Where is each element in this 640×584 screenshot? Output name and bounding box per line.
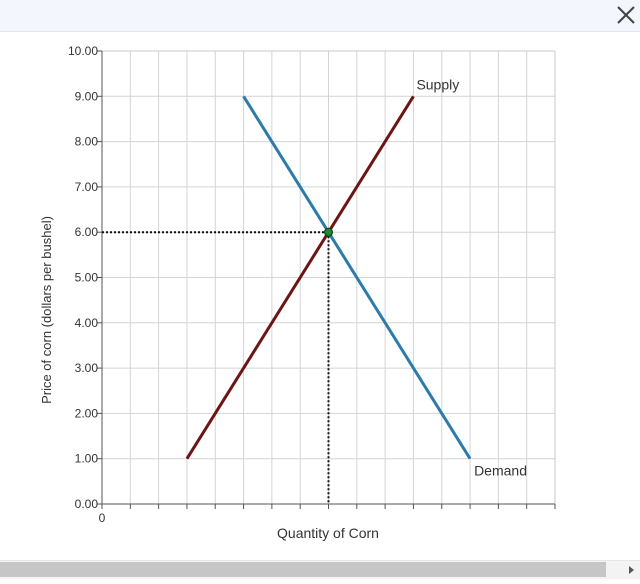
equilibrium-point (324, 227, 333, 237)
demand-curve (242, 95, 472, 460)
supply-label: Supply (416, 76, 459, 92)
series-labels: Supply Demand (416, 76, 527, 478)
chart-ticks: 0.00 1.00 2.00 3.00 4.00 5.00 6.00 7.00 8.00 9.00… (68, 44, 556, 525)
y-tick-label: 10.00 (68, 44, 98, 58)
scrollbar-thumb[interactable] (0, 562, 606, 577)
supply-demand-chart: 0.00 1.00 2.00 3.00 4.00 5.00 6.00 7.00 8.00 9.00… (39, 44, 556, 541)
equilibrium-guides (102, 231, 330, 504)
y-tick-label: 9.00 (75, 89, 99, 103)
supply-curve (185, 95, 415, 460)
close-x-icon (617, 6, 635, 24)
y-tick-label: 2.00 (75, 406, 99, 420)
y-tick-label: 7.00 (75, 180, 99, 194)
horizontal-scrollbar[interactable] (0, 560, 640, 579)
scroll-right-arrow-icon (629, 566, 634, 574)
y-tick-label: 8.00 (75, 135, 99, 149)
y-tick-label: 4.00 (75, 316, 99, 330)
y-tick-label: 3.00 (75, 361, 99, 375)
scroll-right-button[interactable] (622, 561, 640, 579)
chart-series (185, 95, 472, 460)
y-tick-label: 6.00 (75, 225, 99, 239)
chart-grid (102, 50, 556, 504)
y-tick-label: 5.00 (75, 271, 99, 285)
dialog-top-bar (0, 0, 640, 32)
x-axis-label: Quantity of Corn (277, 525, 379, 541)
close-button[interactable] (610, 0, 640, 31)
demand-label: Demand (474, 463, 527, 479)
chart-area: 0.00 1.00 2.00 3.00 4.00 5.00 6.00 7.00 8.00 9.00… (0, 32, 640, 560)
y-axis-label: Price of corn (dollars per bushel) (39, 216, 54, 404)
y-tick-label: 1.00 (75, 452, 99, 466)
y-tick-label: 0.00 (75, 497, 99, 511)
x-tick-label: 0 (99, 511, 106, 525)
